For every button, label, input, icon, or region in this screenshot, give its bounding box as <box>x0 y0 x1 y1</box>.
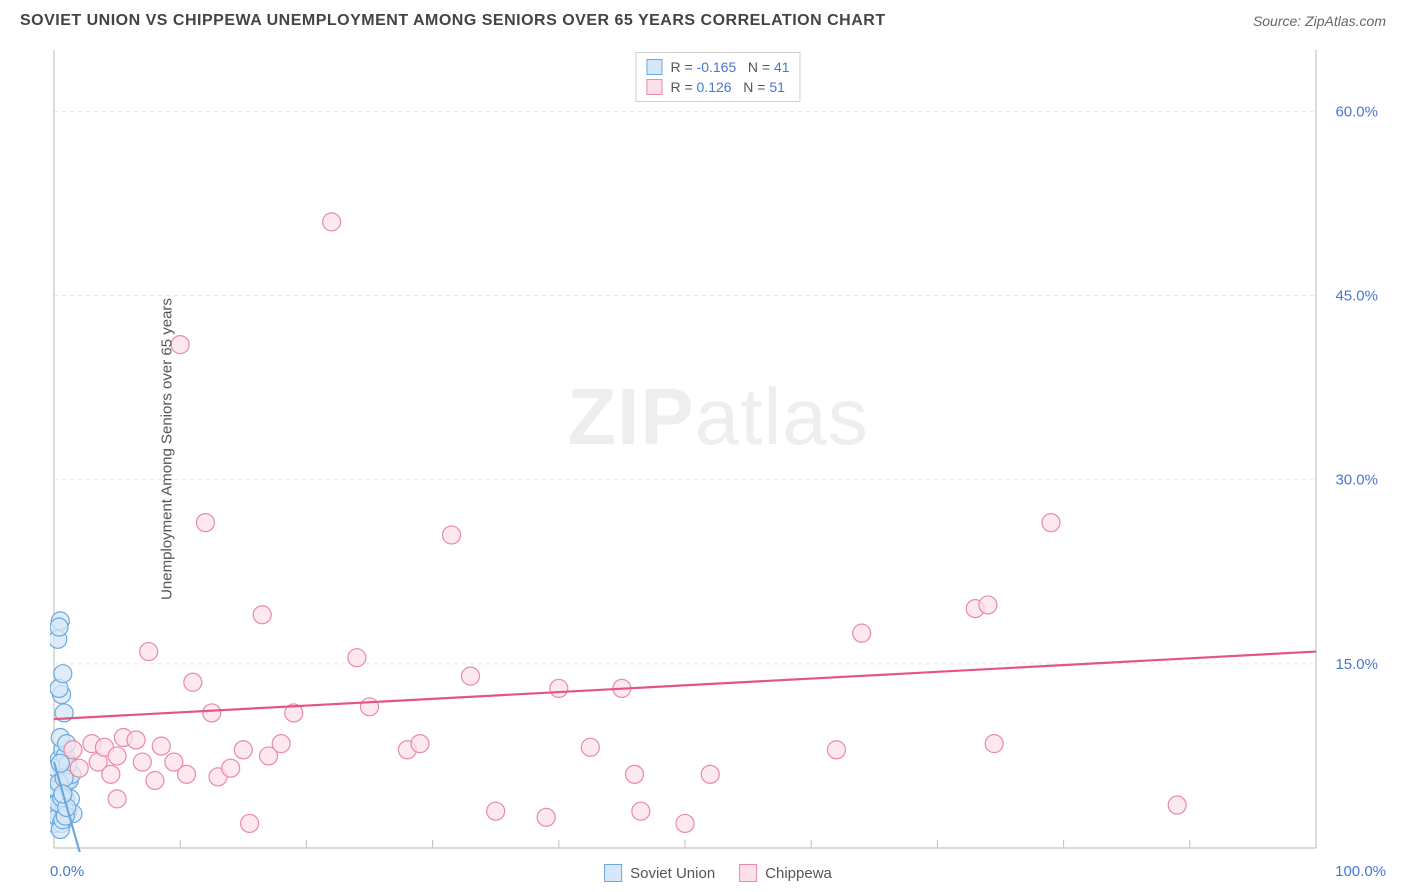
series-legend: Soviet Union Chippewa <box>604 864 832 882</box>
legend-item: Soviet Union <box>604 864 715 882</box>
stats-text: R = 0.126 N = 51 <box>670 79 784 95</box>
stats-legend-row: R = -0.165 N = 41 <box>646 57 789 77</box>
svg-text:45.0%: 45.0% <box>1335 288 1378 305</box>
legend-swatch <box>739 864 757 882</box>
legend-swatch <box>646 59 662 75</box>
stats-legend: R = -0.165 N = 41 R = 0.126 N = 51 <box>635 52 800 102</box>
x-axis-min-label: 0.0% <box>50 863 84 880</box>
legend-swatch <box>646 79 662 95</box>
title-bar: SOVIET UNION VS CHIPPEWA UNEMPLOYMENT AM… <box>0 0 1406 38</box>
plot-area: Unemployment Among Seniors over 65 years… <box>50 46 1386 852</box>
svg-text:30.0%: 30.0% <box>1335 472 1378 489</box>
scatter-plot-svg: 15.0% 30.0% 45.0% 60.0% <box>50 46 1386 852</box>
legend-swatch <box>604 864 622 882</box>
chart-title: SOVIET UNION VS CHIPPEWA UNEMPLOYMENT AM… <box>20 12 886 30</box>
stats-legend-row: R = 0.126 N = 51 <box>646 77 789 97</box>
stats-text: R = -0.165 N = 41 <box>670 59 789 75</box>
source-label: Source: ZipAtlas.com <box>1253 13 1386 29</box>
legend-label: Chippewa <box>765 865 832 882</box>
legend-item: Chippewa <box>739 864 832 882</box>
y-axis-label: Unemployment Among Seniors over 65 years <box>158 298 175 600</box>
legend-label: Soviet Union <box>630 865 715 882</box>
svg-text:60.0%: 60.0% <box>1335 103 1378 120</box>
svg-text:15.0%: 15.0% <box>1335 656 1378 673</box>
x-axis-max-label: 100.0% <box>1335 863 1386 880</box>
